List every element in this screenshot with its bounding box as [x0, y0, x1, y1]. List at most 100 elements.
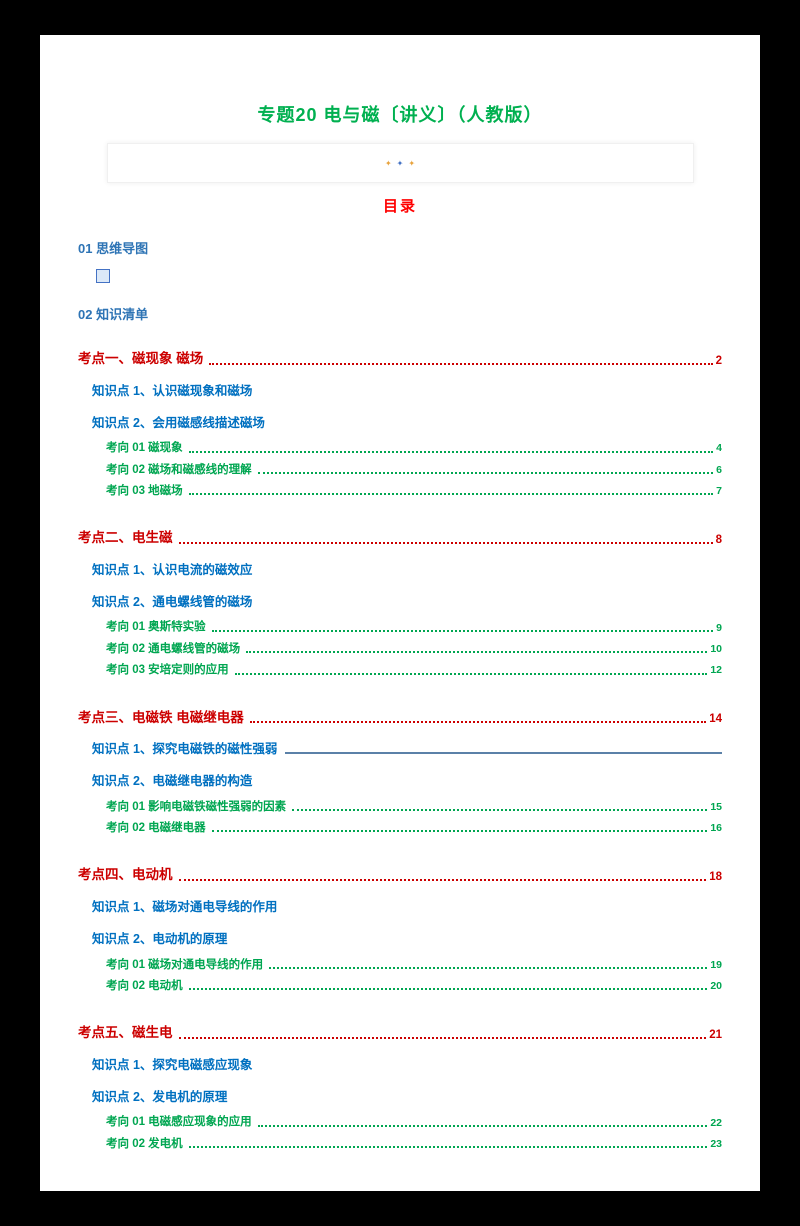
toc-entry[interactable]: 考向 03 安培定则的应用 12 [106, 663, 722, 677]
knowledge-point-label: 知识点 1、探究电磁铁的磁性强弱 [92, 742, 278, 757]
dot-leader [249, 721, 707, 724]
dot-leader [178, 542, 713, 545]
dot-leader [257, 471, 714, 474]
dot-leader [178, 1037, 707, 1040]
page-number: 19 [710, 958, 722, 971]
knowledge-point: 知识点 2、电动机的原理 [92, 932, 722, 948]
dot-leader [188, 493, 714, 496]
page-number: 14 [709, 713, 722, 725]
dot-leader [269, 966, 708, 969]
knowledge-point: 知识点 2、通电螺线管的磁场 [92, 595, 722, 611]
knowledge-point-label: 知识点 1、认识电流的磁效应 [92, 563, 253, 578]
banner-star-icon: ✦ [384, 158, 392, 168]
knowledge-point: 知识点 1、磁场对通电导线的作用 [92, 900, 722, 916]
page-number: 18 [709, 870, 722, 883]
page-number: 20 [710, 980, 722, 993]
page-number: 12 [710, 664, 722, 677]
dot-leader [188, 988, 708, 991]
page-number: 21 [709, 1028, 722, 1041]
knowledge-point: 知识点 1、认识磁现象和磁场 [92, 384, 722, 400]
dot-leader [188, 1146, 708, 1149]
toc-entry-label: 考点一、磁现象 磁场 [78, 351, 204, 366]
dot-leader [292, 809, 708, 811]
nav-item-mindmap: 01 思维导图 [78, 241, 149, 256]
dot-leader [211, 830, 708, 833]
header-banner: ✦ ✦ ✦ [106, 143, 694, 183]
dot-leader [257, 1124, 708, 1127]
table-of-contents: 考点一、磁现象 磁场 2 知识点 1、认识磁现象和磁场 知识点 2、会用磁感线描… [78, 351, 722, 1151]
toc-entry[interactable]: 考向 02 电磁继电器 16 [106, 821, 722, 835]
toc-entry[interactable]: 考向 02 发电机 23 [106, 1137, 722, 1151]
knowledge-point-label: 知识点 2、通电螺线管的磁场 [92, 594, 253, 609]
knowledge-point-label: 知识点 1、探究电磁感应现象 [92, 1058, 253, 1073]
dot-leader [178, 879, 707, 882]
toc-section: 考点一、磁现象 磁场 2 知识点 1、认识磁现象和磁场 知识点 2、会用磁感线描… [78, 351, 722, 498]
knowledge-point: 知识点 2、会用磁感线描述磁场 [92, 416, 722, 432]
toc-entry-label: 考向 02 发电机 [106, 1137, 183, 1150]
document-page: 专题20 电与磁〔讲义〕（人教版） ✦ ✦ ✦ 目录 01 思维导图 02 知识… [40, 35, 760, 1192]
knowledge-point-label: 知识点 2、电动机的原理 [92, 931, 228, 946]
toc-entry[interactable]: 考向 01 磁现象 4 [106, 441, 722, 455]
page-number: 2 [715, 354, 722, 367]
toc-entry-label: 考点二、电生磁 [78, 530, 173, 546]
toc-entry-label: 考向 01 影响电磁铁磁性强弱的因素 [106, 800, 287, 813]
toc-entry[interactable]: 考向 01 电磁感应现象的应用 22 [106, 1115, 722, 1129]
toc-entry[interactable]: 考向 02 通电螺线管的磁场 10 [106, 642, 722, 656]
page-number: 4 [716, 442, 722, 455]
toc-entry[interactable]: 考点五、磁生电 21 [78, 1025, 722, 1042]
toc-entry[interactable]: 考向 02 电动机 20 [106, 979, 722, 993]
toc-entry[interactable]: 考点三、电磁铁 电磁继电器 14 [78, 710, 722, 727]
knowledge-point-label: 知识点 1、磁场对通电导线的作用 [92, 900, 278, 915]
toc-entry-label: 考向 01 磁现象 [106, 442, 183, 455]
dot-leader [209, 362, 713, 365]
toc-entry-label: 考向 03 地磁场 [106, 484, 183, 497]
page-number: 9 [716, 621, 722, 634]
page-number: 6 [716, 463, 722, 476]
page-number: 15 [710, 800, 722, 813]
knowledge-point: 知识点 2、发电机的原理 [92, 1090, 722, 1106]
underline-rule [285, 752, 722, 754]
nav-item-knowledge-list: 02 知识清单 [78, 307, 149, 322]
toc-entry[interactable]: 考点二、电生磁 8 [78, 530, 722, 547]
toc-entry-label: 考向 03 安培定则的应用 [106, 664, 229, 677]
toc-entry[interactable]: 考向 02 磁场和磁感线的理解 6 [106, 463, 722, 477]
dot-leader [188, 450, 714, 453]
toc-entry-label: 考向 01 奥斯特实验 [106, 621, 206, 634]
banner-star-icon: ✦ [396, 158, 404, 168]
page-number: 7 [716, 485, 722, 498]
mindmap-thumbnail-icon [96, 269, 110, 283]
dot-leader [246, 651, 708, 654]
toc-entry-label: 考向 02 电动机 [106, 979, 183, 992]
toc-entry[interactable]: 考点一、磁现象 磁场 2 [78, 351, 722, 368]
toc-entry-label: 考向 02 磁场和磁感线的理解 [106, 463, 252, 476]
knowledge-point-label: 知识点 2、发电机的原理 [92, 1089, 228, 1104]
banner-star-icon: ✦ [408, 158, 416, 168]
toc-entry-label: 考点三、电磁铁 电磁继电器 [78, 709, 244, 725]
toc-entry[interactable]: 考向 01 影响电磁铁磁性强弱的因素 15 [106, 800, 722, 814]
page-number: 10 [710, 643, 722, 655]
toc-title: 目录 [382, 198, 417, 215]
toc-entry-label: 考点五、磁生电 [78, 1025, 173, 1041]
toc-entry-label: 考向 02 通电螺线管的磁场 [106, 642, 241, 655]
toc-entry-label: 考向 01 电磁感应现象的应用 [106, 1116, 252, 1129]
toc-entry-label: 考向 01 磁场对通电导线的作用 [106, 958, 264, 971]
toc-entry[interactable]: 考向 01 奥斯特实验 9 [106, 620, 722, 634]
toc-entry[interactable]: 考点四、电动机 18 [78, 867, 722, 884]
knowledge-point-label: 知识点 2、电磁继电器的构造 [92, 774, 253, 788]
toc-section: 考点五、磁生电 21 知识点 1、探究电磁感应现象 知识点 2、发电机的原理 考… [78, 1025, 722, 1151]
toc-entry[interactable]: 考向 03 地磁场 7 [106, 484, 722, 498]
toc-entry[interactable]: 考向 01 磁场对通电导线的作用 19 [106, 958, 722, 972]
toc-entry-label: 考向 02 电磁继电器 [106, 822, 206, 834]
page-number: 23 [710, 1138, 722, 1150]
knowledge-point-label: 知识点 1、认识磁现象和磁场 [92, 383, 253, 398]
dot-leader [234, 672, 708, 675]
knowledge-point: 知识点 1、认识电流的磁效应 [92, 563, 722, 579]
dot-leader [211, 629, 714, 632]
toc-section: 考点二、电生磁 8 知识点 1、认识电流的磁效应 知识点 2、通电螺线管的磁场 … [78, 530, 722, 677]
knowledge-point: 知识点 1、探究电磁感应现象 [92, 1058, 722, 1074]
toc-entry-label: 考点四、电动机 [78, 867, 173, 883]
toc-section: 考点三、电磁铁 电磁继电器 14 知识点 1、探究电磁铁的磁性强弱 知识点 2、… [78, 710, 722, 836]
page-title: 专题20 电与磁〔讲义〕（人教版） [257, 105, 543, 125]
knowledge-point: 知识点 1、探究电磁铁的磁性强弱 [92, 742, 722, 758]
page-number: 22 [710, 1116, 722, 1129]
